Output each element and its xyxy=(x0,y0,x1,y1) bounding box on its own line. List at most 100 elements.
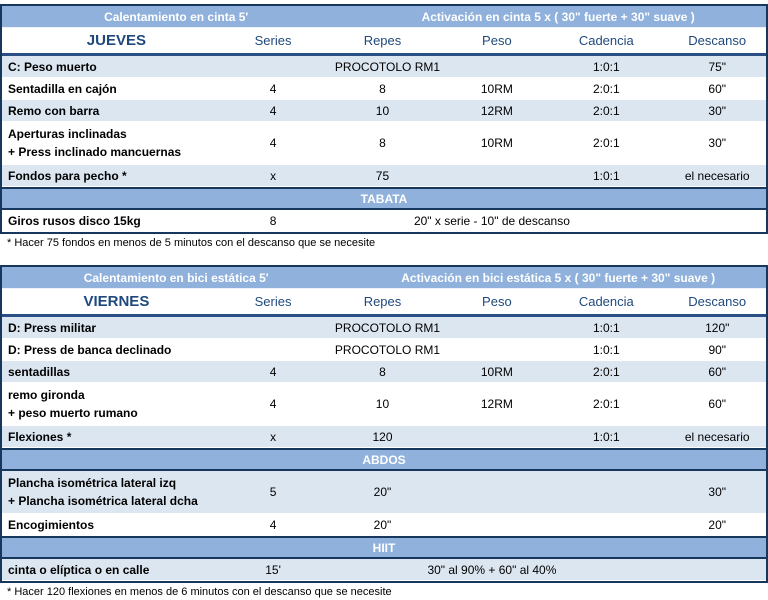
value-cell: 120 xyxy=(372,429,393,444)
value-cell: x xyxy=(270,429,277,444)
exercise-name: Encogimientos xyxy=(2,516,231,534)
exercise-name: Sentadilla en cajón xyxy=(2,80,231,98)
value-cell: 4 xyxy=(269,103,277,118)
table-header-band: Calentamiento en bici estática 5' Activac… xyxy=(2,267,766,289)
exercise-name-line: cinta o elíptica o en calle xyxy=(8,562,150,577)
value-cell: 75" xyxy=(708,59,727,74)
exercise-name-line: Aperturas inclinadas xyxy=(8,127,127,141)
value-cell: 30" xyxy=(708,485,727,499)
value-cell: 20" xyxy=(373,485,392,499)
exercise-row: D: Press de banca declinado PROCOTOLO RM1… xyxy=(2,339,766,361)
value-cell: PROCOTOLO RM1 xyxy=(334,59,441,74)
exercise-name-line: Remo con barra xyxy=(8,103,100,118)
exercise-name-line: + peso muerto rumano xyxy=(8,406,138,420)
value-cell: 8 xyxy=(269,213,277,228)
exercise-row: D: Press militar PROCOTOLO RM1 1:0:1 120" xyxy=(2,317,766,339)
column-header-series: Series xyxy=(254,33,292,48)
column-header-peso: Peso xyxy=(482,33,512,48)
value-cell: 12RM xyxy=(480,397,513,411)
exercise-name-line: Giros rusos disco 15kg xyxy=(8,213,141,228)
exercise-name: Fondos para pecho * xyxy=(2,167,231,185)
value-cell: 90" xyxy=(708,342,727,357)
exercise-name: Giros rusos disco 15kg xyxy=(2,212,231,230)
value-cell: 2:0:1 xyxy=(592,136,620,150)
exercise-name-line: Fondos para pecho * xyxy=(8,168,127,183)
value-cell: 4 xyxy=(269,364,277,379)
day-title: JUEVES xyxy=(86,32,146,49)
exercise-name-line: Flexiones * xyxy=(8,429,72,444)
value-cell: 60" xyxy=(708,364,727,379)
exercise-row: Remo con barra 4 10 12RM 2:0:1 30" xyxy=(2,100,766,122)
value-cell: 30" al 90% + 60" al 40% xyxy=(427,562,557,577)
value-cell: 2:0:1 xyxy=(592,81,620,96)
exercise-name-line: + Plancha isométrica lateral dcha xyxy=(8,494,198,508)
column-header-series: Series xyxy=(254,294,292,309)
value-cell: 120" xyxy=(705,320,730,335)
value-cell: 20" x serie - 10" de descanso xyxy=(413,213,570,228)
value-cell: 20" xyxy=(708,517,727,532)
column-header-repes: Repes xyxy=(363,33,402,48)
exercise-row: sentadillas 4 8 10RM 2:0:1 60" xyxy=(2,361,766,383)
exercise-row: Plancha isométrica lateral izq + Plancha … xyxy=(2,471,766,514)
value-cell: 8 xyxy=(379,136,386,150)
value-cell: 10RM xyxy=(480,136,513,150)
value-cell: 1:0:1 xyxy=(592,429,620,444)
column-header-peso: Peso xyxy=(482,294,512,309)
value-cell: 15' xyxy=(265,562,281,577)
value-cell: 4 xyxy=(269,517,277,532)
value-cell: 10RM xyxy=(480,81,513,96)
workout-table-viernes: Calentamiento en bici estática 5' Activac… xyxy=(0,265,768,583)
column-header-descanso: Descanso xyxy=(688,33,747,48)
exercise-name: sentadillas xyxy=(2,363,231,381)
exercise-name-line: C: Peso muerto xyxy=(8,59,97,74)
warmup-header: Calentamiento en bici estática 5' xyxy=(83,270,269,285)
value-cell: 10RM xyxy=(480,364,513,379)
exercise-name: C: Peso muerto xyxy=(2,58,231,76)
footnote-viernes: * Hacer 120 flexiones en menos de 6 minu… xyxy=(7,586,392,598)
value-cell: 1:0:1 xyxy=(592,59,620,74)
value-cell: 10 xyxy=(375,397,390,411)
workout-table-jueves: Calentamiento en cinta 5' Activación en c… xyxy=(0,4,768,234)
activation-header: Activación en bici estática 5 x ( 30" fu… xyxy=(401,270,716,285)
activation-header: Activación en cinta 5 x ( 30" fuerte + 3… xyxy=(421,9,695,24)
value-cell: 2:0:1 xyxy=(592,103,620,118)
column-header-repes: Repes xyxy=(363,294,402,309)
value-cell: 60" xyxy=(708,81,727,96)
value-cell: 1:0:1 xyxy=(592,168,620,183)
exercise-name: Remo con barra xyxy=(2,102,231,120)
exercise-name: Flexiones * xyxy=(2,428,231,446)
value-cell: 20" xyxy=(373,517,392,532)
exercise-row: Aperturas inclinadas + Press inclinado ma… xyxy=(2,122,766,165)
value-cell: 2:0:1 xyxy=(592,364,620,379)
value-cell: 10 xyxy=(375,103,390,118)
exercise-row: Sentadilla en cajón 4 8 10RM 2:0:1 60" xyxy=(2,78,766,100)
column-header-descanso: Descanso xyxy=(688,294,747,309)
value-cell: el necesario xyxy=(684,168,750,183)
exercise-row: Flexiones * x 120 1:0:1 el necesario xyxy=(2,426,766,448)
value-cell: 1:0:1 xyxy=(592,320,620,335)
exercise-row: Encogimientos 4 20" 20" xyxy=(2,514,766,536)
exercise-name: D: Press de banca declinado xyxy=(2,341,231,359)
exercise-name-line: Sentadilla en cajón xyxy=(8,81,117,96)
value-cell: 4 xyxy=(269,81,277,96)
exercise-name-line: D: Press militar xyxy=(8,320,97,335)
value-cell: 8 xyxy=(379,81,386,96)
section-band-tabata: TABATA xyxy=(2,187,766,210)
exercise-name-line: remo gironda xyxy=(8,388,85,402)
exercise-name: cinta o elíptica o en calle xyxy=(2,561,231,579)
column-header-row: VIERNES Series Repes Peso Cadencia Descanso xyxy=(2,289,766,317)
exercise-name: Plancha isométrica lateral izq + Plancha … xyxy=(2,474,231,510)
value-cell: 1:0:1 xyxy=(592,342,620,357)
value-cell: 2:0:1 xyxy=(592,397,620,411)
exercise-name-line: Encogimientos xyxy=(8,517,95,532)
value-cell: PROCOTOLO RM1 xyxy=(334,320,441,335)
column-header-row: JUEVES Series Repes Peso Cadencia Descanso xyxy=(2,28,766,56)
value-cell: 8 xyxy=(379,364,386,379)
exercise-row: Fondos para pecho * x 75 1:0:1 el necesario xyxy=(2,165,766,187)
exercise-row: cinta o elíptica o en calle 15' 30" al 90%… xyxy=(2,559,766,581)
exercise-name: Aperturas inclinadas + Press inclinado ma… xyxy=(2,125,231,161)
value-cell: PROCOTOLO RM1 xyxy=(334,342,441,357)
value-cell: 4 xyxy=(269,397,277,411)
value-cell: 75 xyxy=(375,168,390,183)
